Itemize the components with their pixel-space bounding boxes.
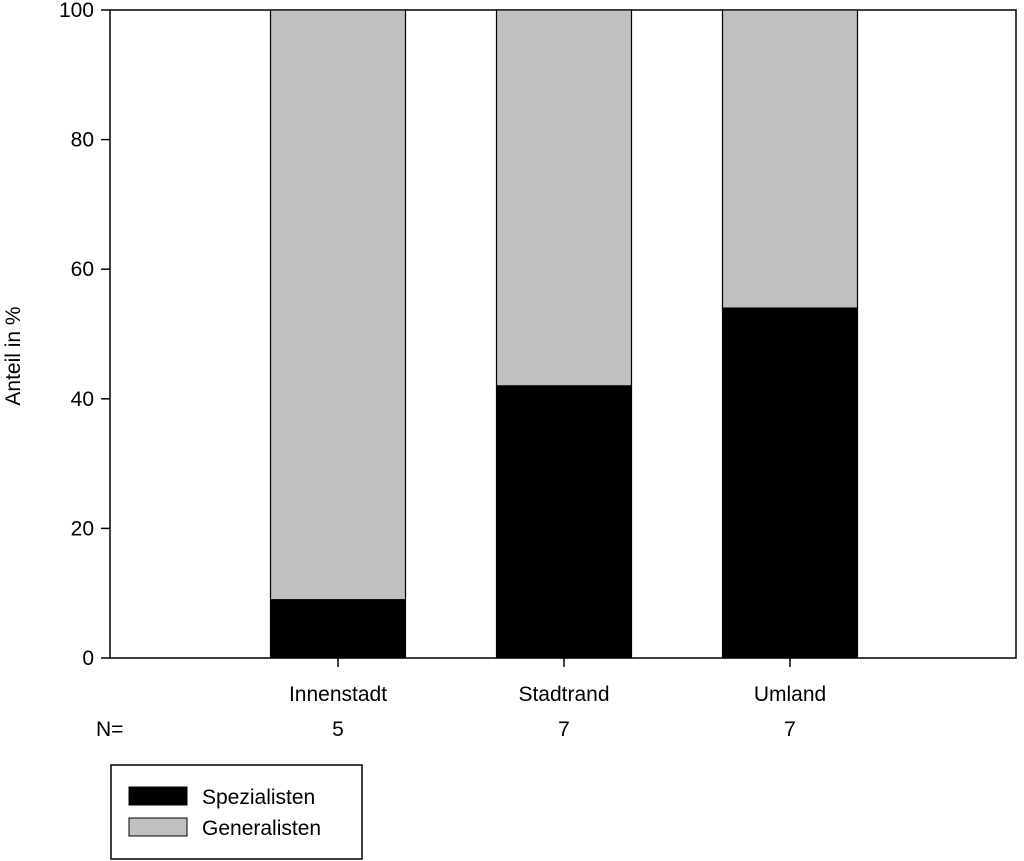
- bar-spezialisten-umland: [721, 307, 859, 659]
- legend-label-spezialisten: Spezialisten: [202, 786, 315, 809]
- y-tick-label: 60: [71, 258, 94, 281]
- x-tick-label-innenstadt: Innenstadt: [289, 683, 387, 706]
- y-axis: 0 20 40 60 80 100: [59, 0, 110, 670]
- n-label: N=: [96, 718, 123, 741]
- y-tick-label: 40: [71, 388, 94, 411]
- legend-swatch-spezialisten: [128, 786, 188, 806]
- x-axis: Innenstadt Stadtrand Umland: [289, 658, 826, 706]
- y-tick-label: 100: [59, 0, 94, 22]
- n-value-innenstadt: 5: [332, 718, 344, 741]
- bars: [269, 9, 859, 659]
- legend: Spezialisten Generalisten: [110, 764, 363, 860]
- y-tick-label: 80: [71, 129, 94, 152]
- x-tick-label-umland: Umland: [754, 683, 826, 706]
- plot-area: 0 20 40 60 80 100 Innenstadt Stadtrand Umland: [59, 0, 1017, 706]
- n-value-umland: 7: [784, 718, 796, 741]
- bar-spezialisten-stadtrand: [495, 385, 633, 659]
- n-values: 5 7 7: [332, 718, 796, 741]
- bar-generalisten-umland: [721, 9, 859, 309]
- y-tick-label: 0: [82, 647, 94, 670]
- legend-label-generalisten: Generalisten: [202, 817, 321, 840]
- legend-swatch-generalisten: [128, 817, 188, 837]
- y-axis-title: Anteil in %: [2, 306, 25, 405]
- legend-frame: [110, 764, 363, 860]
- bar-spezialisten-innenstadt: [269, 599, 407, 659]
- y-tick-label: 20: [71, 517, 94, 540]
- bar-generalisten-innenstadt: [269, 9, 407, 601]
- bar-generalisten-stadtrand: [495, 9, 633, 387]
- x-tick-label-stadtrand: Stadtrand: [518, 683, 609, 706]
- n-value-stadtrand: 7: [558, 718, 570, 741]
